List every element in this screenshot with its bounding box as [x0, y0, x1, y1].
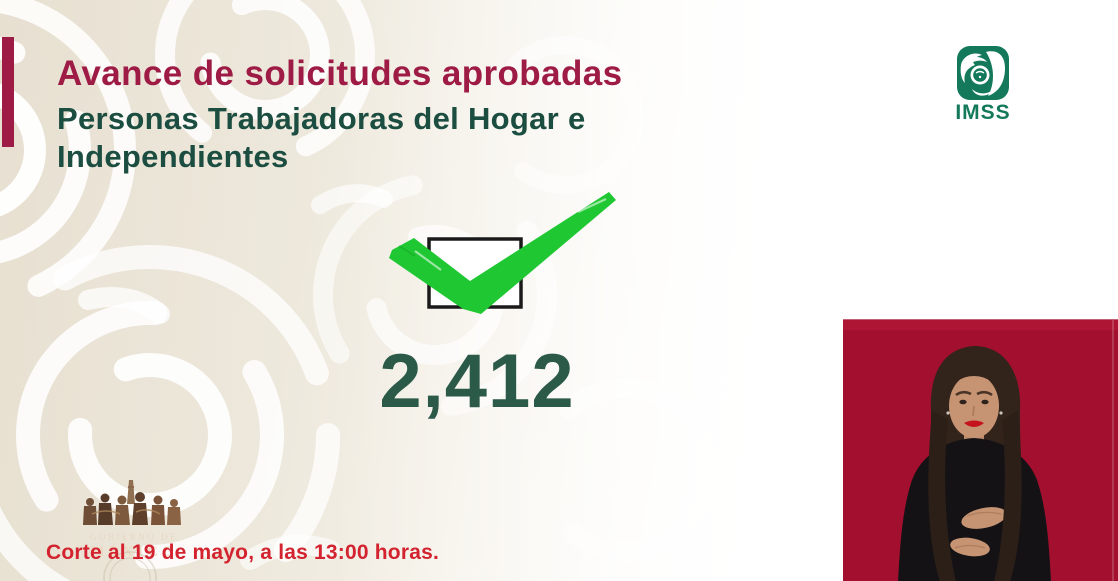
gobierno-de-mexico-logo: GOBIERNO DE MÉXICO: [72, 480, 206, 581]
subtitle-line-2: Independientes: [57, 139, 289, 174]
approved-check: [385, 188, 625, 325]
cutoff-footnote: Corte al 19 de mayo, a las 13:00 horas.: [46, 541, 439, 564]
approved-count: 2,412: [379, 339, 575, 424]
header: Avance de solicitudes aprobadas Personas…: [57, 52, 622, 176]
sign-language-interpreter-video: [843, 319, 1118, 581]
page-title: Avance de solicitudes aprobadas: [57, 54, 623, 93]
checkbox-checked-icon: [389, 192, 616, 314]
imss-logo: IMSS: [952, 44, 1014, 129]
subtitle-line-1: Personas Trabajadoras del Hogar e: [57, 101, 586, 136]
left-accent-bar: [2, 37, 14, 147]
imss-logo-text: IMSS: [955, 101, 1010, 124]
gobierno-logo-icon: GOBIERNO DE MÉXICO: [83, 480, 181, 581]
interpreter-figure: [843, 320, 1118, 581]
video-edge-highlight: [1112, 320, 1114, 581]
imss-logo-icon: IMSS: [955, 46, 1010, 124]
page-subtitle: Personas Trabajadoras del Hogar e Indepe…: [57, 100, 622, 176]
